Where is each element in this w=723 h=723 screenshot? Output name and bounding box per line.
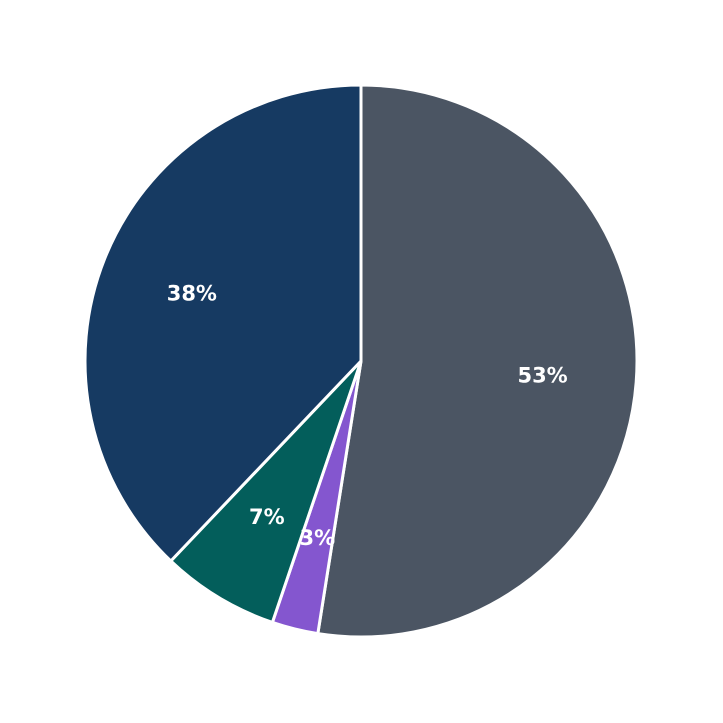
slice-label: 38%	[167, 281, 217, 305]
pie-slice	[169, 359, 363, 624]
slice-label: 3%	[300, 526, 336, 550]
pie-slice	[83, 83, 363, 563]
slice-label: 7%	[249, 505, 285, 529]
slice-label: 53%	[517, 363, 567, 387]
pie-slice	[316, 83, 639, 639]
